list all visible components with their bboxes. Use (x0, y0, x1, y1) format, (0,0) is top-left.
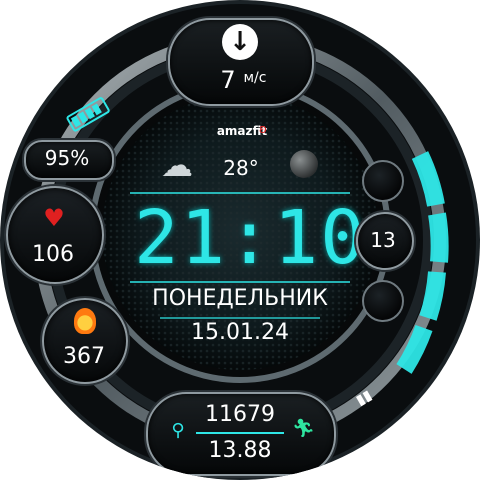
download-arrow-icon: ↓ (222, 24, 258, 60)
brand-mark-icon: ʚ (259, 122, 267, 136)
battery-percent: 95% (44, 146, 90, 170)
moon-phase-icon (290, 150, 318, 178)
location-pin-icon: ⚲ (171, 420, 185, 441)
wind-unit: м/с (243, 70, 267, 86)
steps-value: 11679 (205, 402, 275, 427)
progress-arc (396, 151, 449, 374)
heart-rate-complication[interactable] (6, 186, 104, 284)
running-icon: 🏃︎ (292, 418, 315, 439)
distance-value: 13.88 (208, 438, 272, 463)
flame-icon: ● (74, 308, 96, 334)
heart-icon: ♥ (43, 204, 65, 232)
brand-logo: amazfit (216, 124, 268, 138)
time-display: 21:10 (134, 195, 367, 281)
calories-value: 367 (63, 344, 105, 369)
steps-distance-complication[interactable] (146, 392, 336, 476)
weekday: ПОНЕДЕЛЬНИК (152, 286, 328, 311)
right-value-complication[interactable] (356, 212, 414, 270)
heart-rate-value: 106 (32, 242, 74, 267)
right-lower-button[interactable] (362, 280, 404, 322)
temperature: 28° (223, 156, 259, 180)
wind-value: 7 (220, 66, 236, 94)
battery-icon (66, 97, 110, 132)
steps-divider (196, 432, 284, 434)
right-value: 13 (370, 228, 396, 252)
date: 15.01.24 (191, 320, 289, 345)
battery-complication[interactable] (24, 140, 114, 180)
right-upper-button[interactable] (362, 160, 404, 202)
cloudy-rain-icon: ☁ (161, 146, 193, 184)
